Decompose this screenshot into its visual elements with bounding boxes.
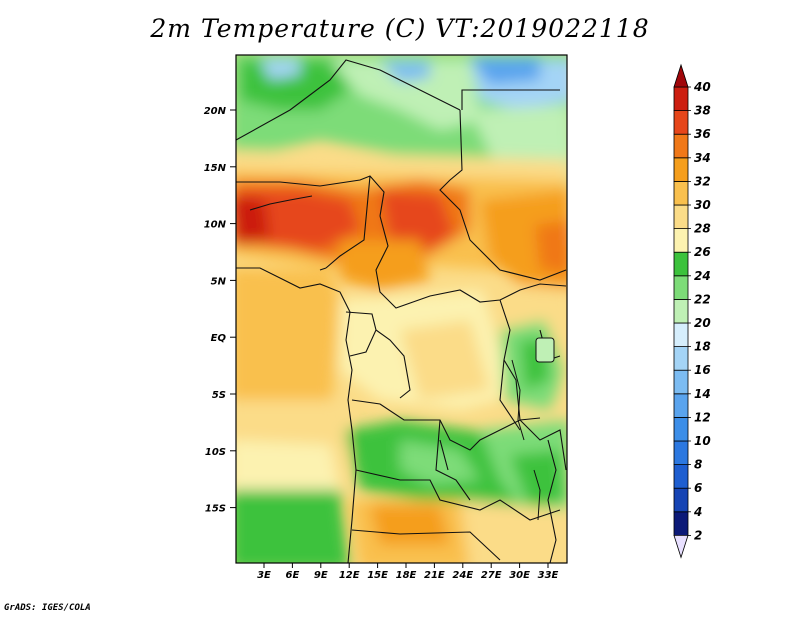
lon-tick-label: 24E	[452, 570, 473, 581]
map-frame	[235, 54, 568, 564]
lon-tick-label: 15E	[367, 570, 388, 581]
lat-tick-label: 15N	[204, 163, 227, 174]
colorbar-segment	[673, 251, 689, 277]
lon-tick-label: 3E	[257, 570, 271, 581]
colorbar-label: 6	[694, 481, 702, 495]
lon-tick-label: 27E	[481, 570, 502, 581]
colorbar-label: 28	[694, 222, 711, 236]
colorbar-segment	[673, 440, 689, 466]
chart-title: 2m Temperature (C) VT:2019022118	[150, 14, 650, 43]
lon-tick-label: 18E	[396, 570, 417, 581]
lat-tick-label: 20N	[204, 106, 227, 117]
lon-tick-label: 6E	[286, 570, 300, 581]
colorbar-label: 10	[694, 434, 711, 448]
colorbar-label: 14	[694, 387, 711, 401]
lakes	[511, 337, 555, 521]
colorbar-segment	[673, 228, 689, 253]
lon-tick-label: 12E	[339, 570, 360, 581]
lon-tick-label: 21E	[424, 570, 445, 581]
colorbar-over-triangle	[673, 63, 689, 88]
colorbar-label: 36	[694, 127, 711, 141]
lat-tick-label: 10N	[204, 220, 227, 231]
colorbar-segment	[673, 322, 689, 348]
colorbar-label: 16	[694, 363, 711, 377]
colorbar-label: 30	[694, 198, 711, 212]
colorbar-label: 4	[693, 505, 702, 519]
colorbar-segment	[673, 369, 689, 395]
colorbar-segment	[673, 180, 689, 206]
colorbar-label: 22	[694, 292, 711, 306]
colorbar-segment	[673, 487, 689, 513]
colorbar-segment	[673, 275, 689, 300]
colorbar-label: 32	[694, 174, 711, 188]
colorbar-label: 2	[694, 528, 702, 542]
lat-tick-label: 5N	[211, 276, 227, 287]
colorbar-segment	[673, 464, 689, 489]
lat-tick-label: 5S	[212, 390, 226, 401]
colorbar-segment	[673, 110, 689, 135]
colorbar-label: 20	[694, 316, 711, 330]
colorbar-label: 24	[694, 269, 711, 283]
colorbar-label: 18	[694, 340, 711, 354]
colorbar-segment	[673, 204, 689, 230]
colorbar-label: 26	[694, 245, 711, 259]
credit-label: GrADS: IGES/COLA	[4, 603, 91, 613]
country-borders	[236, 59, 567, 563]
colorbar-label: 12	[694, 410, 711, 424]
colorbar-segment	[673, 346, 689, 371]
colorbar-segment	[673, 416, 689, 442]
lon-tick-label: 9E	[314, 570, 328, 581]
lon-tick-label: 30E	[509, 570, 530, 581]
colorbar-label: 40	[693, 80, 711, 94]
colorbar-segment	[673, 393, 689, 418]
latitude-axis: 20N 15N 10N 5N EQ 5S 10S 15S	[204, 106, 236, 515]
colorbar-segment	[673, 133, 689, 159]
colorbar-segment	[673, 298, 689, 324]
lat-tick-label: EQ	[211, 333, 227, 344]
colorbar-label: 34	[694, 151, 711, 165]
colorbar-under-triangle	[673, 535, 689, 559]
lat-tick-label: 15S	[205, 504, 226, 515]
colorbar-label: 8	[694, 458, 702, 472]
lon-tick-label: 33E	[538, 570, 559, 581]
colorbar-segment	[673, 86, 689, 112]
longitude-axis: 3E 6E 9E 12E 15E 18E 21E 24E 27E 30E 33E	[257, 563, 559, 581]
temperature-field	[236, 55, 567, 563]
colorbar-segment	[673, 511, 689, 536]
lat-tick-label: 10S	[205, 447, 226, 458]
colorbar-segment	[673, 157, 689, 182]
colorbar-label: 38	[694, 104, 711, 118]
